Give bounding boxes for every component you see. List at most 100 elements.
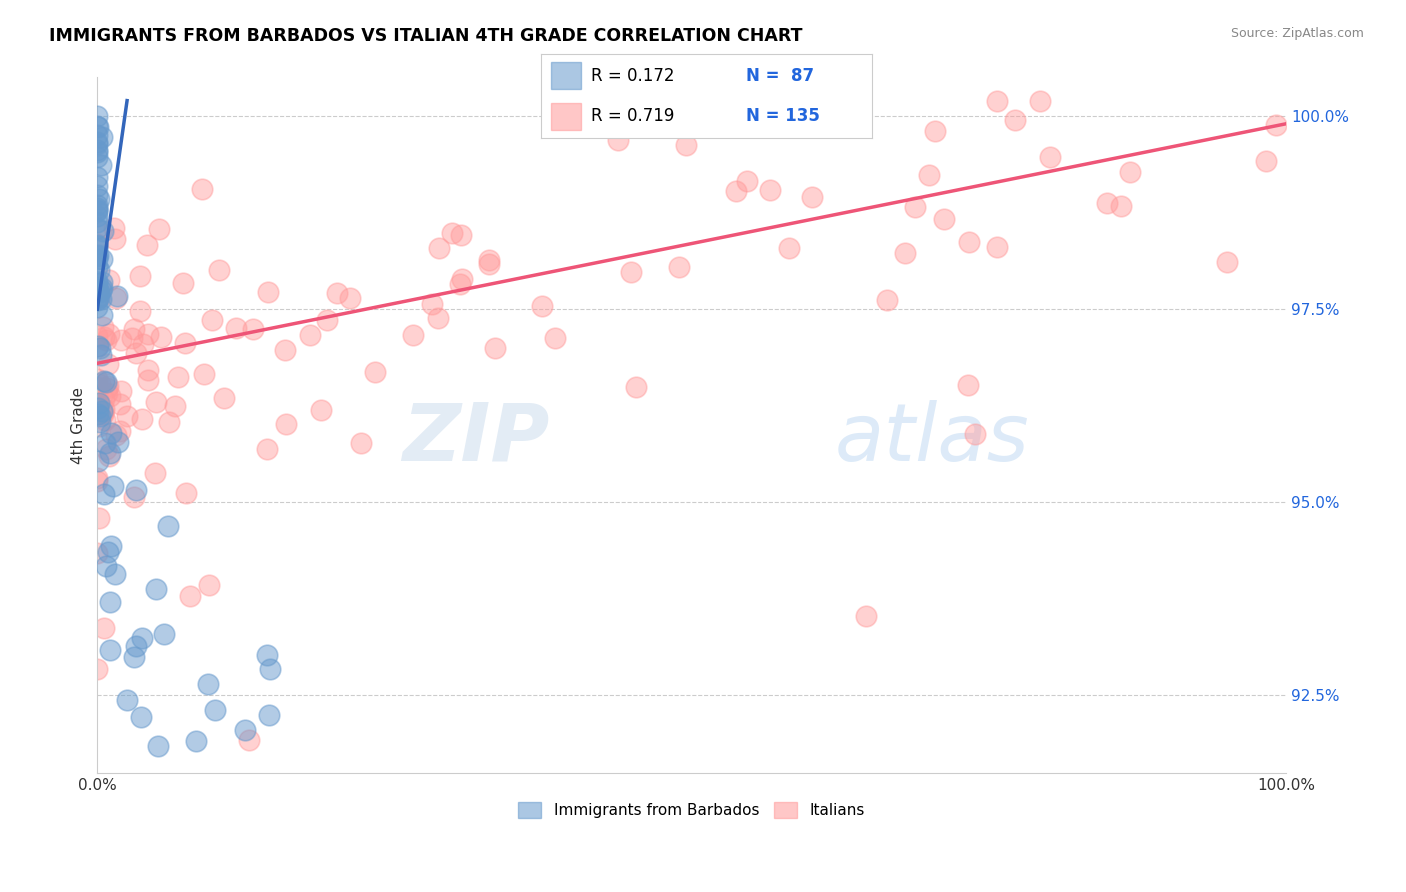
Point xyxy=(87,192,110,206)
Point xyxy=(789,94,811,108)
Point xyxy=(349,436,371,450)
Y-axis label: 4th Grade: 4th Grade xyxy=(72,386,86,464)
Text: IMMIGRANTS FROM BARBADOS VS ITALIAN 4TH GRADE CORRELATION CHART: IMMIGRANTS FROM BARBADOS VS ITALIAN 4TH … xyxy=(49,27,803,45)
Point xyxy=(93,621,115,635)
Point xyxy=(242,322,264,336)
Point xyxy=(96,559,118,574)
Point xyxy=(86,390,108,404)
Point xyxy=(89,341,111,355)
Point xyxy=(200,313,222,327)
Point xyxy=(450,227,472,242)
Point xyxy=(1004,113,1026,128)
Point xyxy=(86,662,108,676)
Point xyxy=(179,590,201,604)
Point xyxy=(143,466,166,480)
Point xyxy=(478,253,501,268)
Point xyxy=(90,348,112,362)
Point xyxy=(98,643,121,657)
Point xyxy=(86,402,108,417)
Point xyxy=(420,297,443,311)
Point xyxy=(544,330,567,344)
Point xyxy=(86,282,108,296)
Point xyxy=(624,379,647,393)
Point xyxy=(212,391,235,405)
Point xyxy=(441,226,464,240)
Point xyxy=(150,329,173,343)
Point xyxy=(934,211,956,226)
Text: R = 0.719: R = 0.719 xyxy=(591,107,675,125)
Point xyxy=(274,343,297,357)
Point xyxy=(316,313,339,327)
Point xyxy=(110,333,132,347)
Point xyxy=(86,249,108,263)
Point xyxy=(86,204,108,219)
Point xyxy=(86,372,108,386)
Point xyxy=(86,546,108,560)
Point xyxy=(86,276,108,290)
Point xyxy=(98,595,121,609)
Point xyxy=(87,120,110,134)
Point xyxy=(148,739,170,753)
Point xyxy=(735,174,758,188)
Point xyxy=(298,327,321,342)
Text: N =  87: N = 87 xyxy=(747,67,814,85)
Point xyxy=(94,333,117,347)
Point xyxy=(675,137,697,152)
Point xyxy=(274,417,297,432)
Point xyxy=(364,365,387,379)
Point xyxy=(86,401,108,415)
Point xyxy=(197,677,219,691)
Point xyxy=(136,373,159,387)
Point xyxy=(918,168,941,182)
Point xyxy=(427,241,450,255)
Point xyxy=(125,639,148,653)
Point xyxy=(98,446,121,460)
Point xyxy=(86,214,108,228)
Point xyxy=(184,734,207,748)
Point xyxy=(924,124,946,138)
Point xyxy=(86,474,108,488)
Point xyxy=(124,346,146,360)
Point xyxy=(668,260,690,274)
Point xyxy=(104,232,127,246)
Point xyxy=(1264,118,1286,132)
Point xyxy=(259,662,281,676)
Point xyxy=(166,370,188,384)
Point xyxy=(145,395,167,409)
Point xyxy=(93,407,115,421)
Point xyxy=(87,396,110,410)
Point xyxy=(606,133,628,147)
Point xyxy=(93,330,115,344)
Point xyxy=(86,209,108,223)
Point xyxy=(105,428,128,442)
Point xyxy=(97,545,120,559)
Point xyxy=(86,188,108,202)
Point xyxy=(91,319,114,334)
Point xyxy=(1216,255,1239,269)
Point xyxy=(86,202,108,217)
Point xyxy=(530,299,553,313)
Point xyxy=(103,221,125,235)
Point xyxy=(855,609,877,624)
Point xyxy=(86,197,108,211)
Point xyxy=(1095,196,1118,211)
Point xyxy=(136,363,159,377)
Point xyxy=(86,221,108,235)
Point xyxy=(311,402,333,417)
Point xyxy=(86,136,108,151)
Point xyxy=(86,388,108,402)
Text: ZIP: ZIP xyxy=(402,400,548,478)
Point xyxy=(801,190,824,204)
Point xyxy=(257,285,280,299)
Point xyxy=(97,379,120,393)
Point xyxy=(86,150,108,164)
Point xyxy=(172,276,194,290)
Point xyxy=(117,409,139,424)
Point xyxy=(86,236,108,251)
Point xyxy=(876,293,898,307)
Point xyxy=(86,280,108,294)
Point xyxy=(131,412,153,426)
Point xyxy=(207,263,229,277)
Point xyxy=(107,435,129,450)
Point xyxy=(94,442,117,456)
